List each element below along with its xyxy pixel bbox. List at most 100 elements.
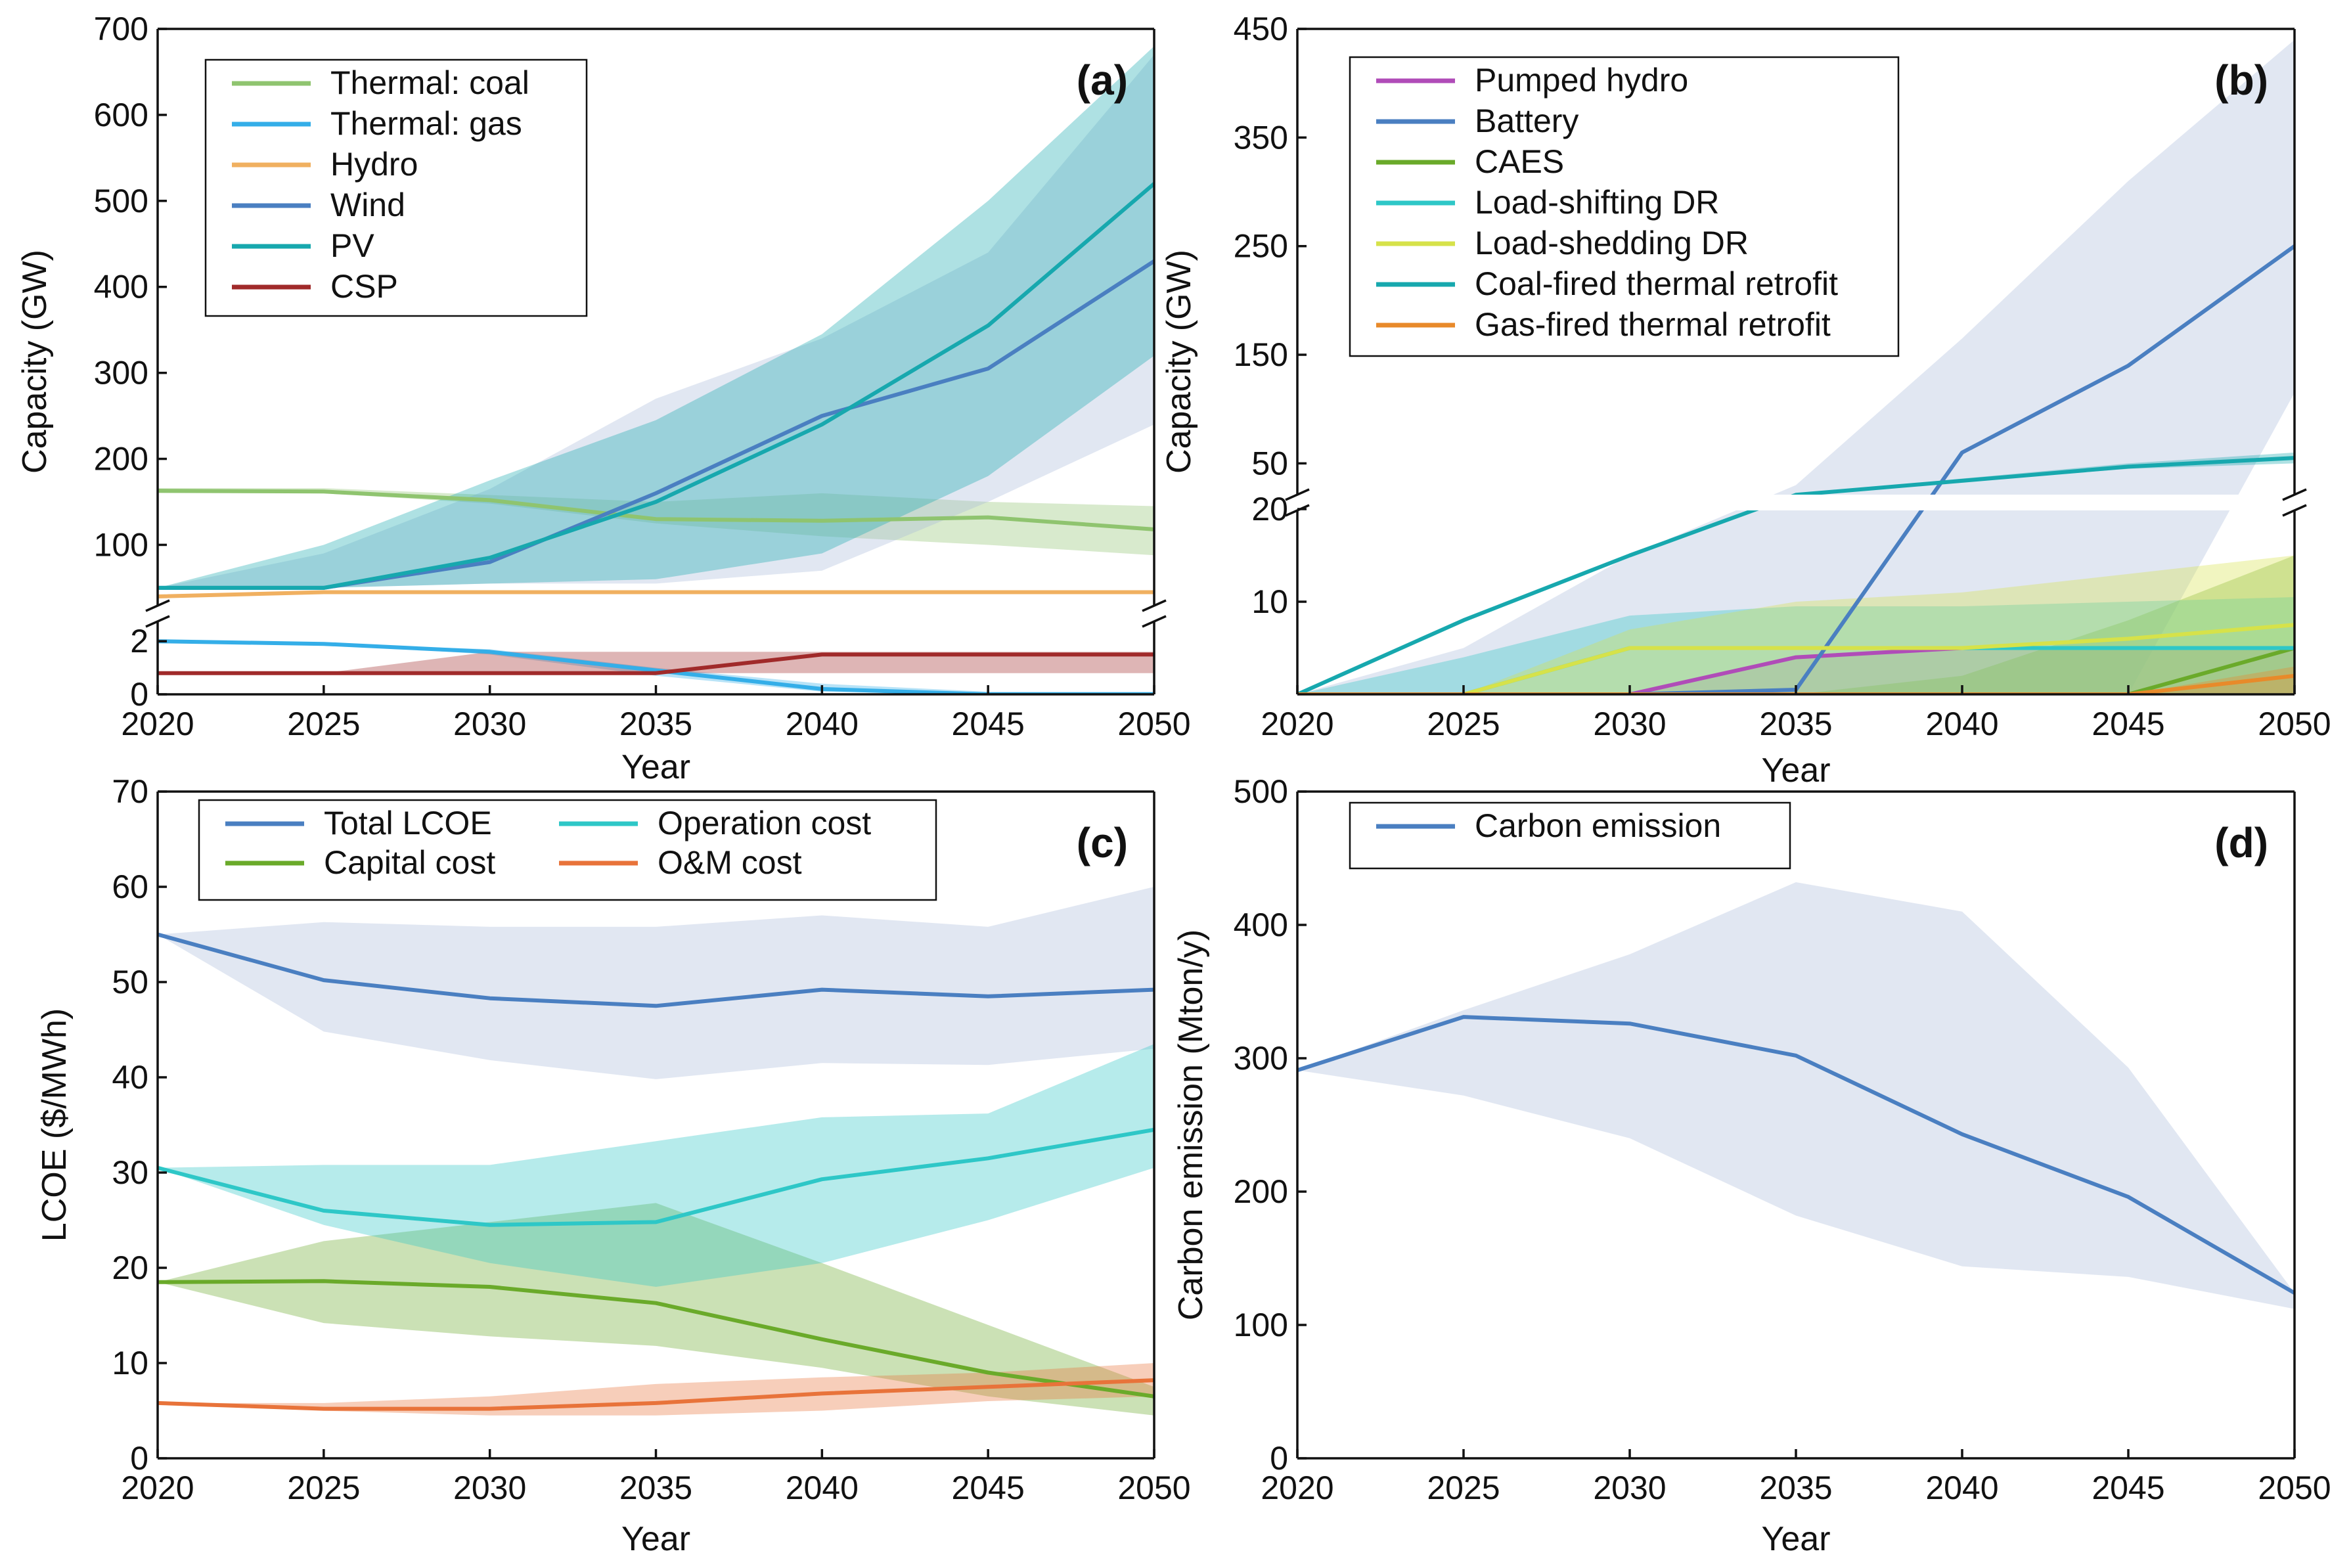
x-tick-label: 2035: [1759, 706, 1832, 742]
x-tick-label: 2020: [121, 706, 194, 742]
x-tick-label: 2030: [453, 1469, 526, 1506]
break-mark: [1142, 599, 1167, 612]
break-mark: [2282, 504, 2307, 517]
legend-item-label: Operation cost: [658, 805, 871, 841]
x-tick-label: 2030: [1593, 706, 1666, 742]
panel-b: 2020 2025 2030 2035 2040 2045 2050102050150250…: [1160, 11, 2331, 790]
plot-area-d: [1297, 882, 2295, 1309]
y-tick-label: 300: [1234, 1040, 1288, 1077]
legend-item-label: Wind: [330, 187, 405, 223]
x-tick-label: 2035: [1759, 1469, 1832, 1506]
x-tick-label: 2025: [287, 1469, 360, 1506]
y-tick-label: 30: [112, 1154, 148, 1191]
legend-a: Thermal: coal Thermal: gas Hydro Wind PV CSP: [204, 58, 588, 317]
plot-area-a: [158, 46, 1154, 694]
legend-item-label: Load-shedding DR: [1475, 225, 1749, 261]
x-tick-label: 2030: [1593, 1469, 1666, 1506]
legend-item-label: Carbon emission: [1475, 807, 1721, 844]
x-tick-label: 2045: [952, 1469, 1025, 1506]
legend-d: Carbon emission: [1349, 801, 1791, 870]
legend-box: [1349, 801, 1791, 870]
x-tick-label: 2040: [786, 1469, 859, 1506]
x-axis-label: Year: [621, 1520, 690, 1558]
band-o-m-cost: [158, 1363, 1154, 1416]
band-pumped-hydro: [1297, 648, 2295, 694]
panel-label: (b): [2214, 56, 2268, 104]
y-tick-label: 150: [1234, 336, 1288, 373]
band-carbon-emission: [1297, 882, 2295, 1309]
band-pv: [158, 46, 1154, 588]
y-tick-label: 20: [1251, 491, 1288, 527]
y-tick-label: 70: [112, 773, 148, 810]
y-tick-label: 100: [1234, 1307, 1288, 1343]
legend-item-label: Capital cost: [324, 844, 495, 881]
y-tick-label: 600: [94, 97, 148, 133]
band-operation-cost: [158, 1044, 1154, 1287]
y-tick-label: 500: [94, 183, 148, 219]
break-mark: [145, 599, 170, 612]
break-mark: [1285, 488, 1310, 501]
x-tick-label: 2025: [1427, 1469, 1500, 1506]
y-tick-label: 300: [94, 355, 148, 392]
x-tick-label: 2025: [1427, 706, 1500, 742]
y-tick-label: 40: [112, 1059, 148, 1096]
x-tick-label: 2050: [1117, 706, 1190, 742]
y-tick-label: 20: [112, 1249, 148, 1286]
series-line-csp: [158, 652, 1154, 675]
break-mark: [1285, 504, 1310, 517]
y-tick-label: 0: [130, 1440, 148, 1477]
legend-item-label: Total LCOE: [324, 805, 492, 841]
x-tick-label: 2020: [1261, 1469, 1333, 1506]
break-mark: [145, 615, 170, 628]
y-axis-label: Capacity (GW): [1160, 250, 1198, 474]
legend-item-label: Coal-fired thermal retrofit: [1475, 265, 1838, 302]
panel-label: (c): [1077, 819, 1128, 866]
x-tick-label: 2020: [1261, 706, 1333, 742]
x-tick-label: 2020: [121, 1469, 194, 1506]
y-tick-label: 0: [1270, 1440, 1288, 1477]
legend-box: [1349, 56, 1900, 357]
legend-item-label: CAES: [1475, 143, 1564, 180]
y-tick-label: 500: [1234, 773, 1288, 810]
band-caes: [1297, 555, 2295, 694]
y-axis-label: Capacity (GW): [16, 250, 54, 474]
x-tick-label: 2040: [1925, 706, 1998, 742]
band-capital-cost: [158, 1203, 1154, 1416]
legend-item-label: PV: [330, 227, 374, 264]
x-tick-label: 2040: [786, 706, 859, 742]
y-tick-label: 60: [112, 868, 148, 905]
y-tick-label: 200: [94, 441, 148, 478]
series-line-pv: [158, 182, 1154, 590]
series-line-carbon-emission: [1297, 1015, 2295, 1295]
band-total-lcoe: [158, 887, 1154, 1079]
legend-item-label: Pumped hydro: [1475, 62, 1688, 99]
x-tick-label: 2050: [2258, 1469, 2331, 1506]
x-tick-label: 2045: [2092, 706, 2164, 742]
legend-item-label: Gas-fired thermal retrofit: [1475, 306, 1831, 343]
x-tick-label: 2045: [952, 706, 1025, 742]
y-tick-label: 50: [112, 964, 148, 1000]
legend-box: [204, 58, 588, 317]
x-tick-label: 2035: [619, 706, 692, 742]
x-tick-label: 2035: [619, 1469, 692, 1506]
y-tick-label: 400: [94, 269, 148, 305]
legend-item-label: Hydro: [330, 146, 418, 183]
band-csp: [158, 652, 1154, 673]
y-tick-label: 50: [1251, 445, 1288, 482]
y-tick-label: 100: [94, 526, 148, 563]
break-mark: [1142, 615, 1167, 628]
y-tick-label: 200: [1234, 1173, 1288, 1210]
axis-break-gap: [159, 606, 1153, 621]
x-tick-label: 2030: [453, 706, 526, 742]
panel-d: 2020 2025 2030 2035 2040 2045 2050 0 100 200 300 40…: [1172, 773, 2331, 1558]
y-tick-label: 350: [1234, 119, 1288, 156]
legend-item-label: Battery: [1475, 102, 1579, 139]
legend-item-label: Thermal: coal: [330, 64, 529, 101]
y-tick-label: 250: [1234, 228, 1288, 265]
x-tick-label: 2050: [1117, 1469, 1190, 1506]
band-battery: [1297, 39, 2295, 694]
series-line-thermal-coal: [158, 489, 1154, 531]
panel-label: (a): [1077, 56, 1128, 104]
series-line-hydro: [158, 590, 1154, 598]
